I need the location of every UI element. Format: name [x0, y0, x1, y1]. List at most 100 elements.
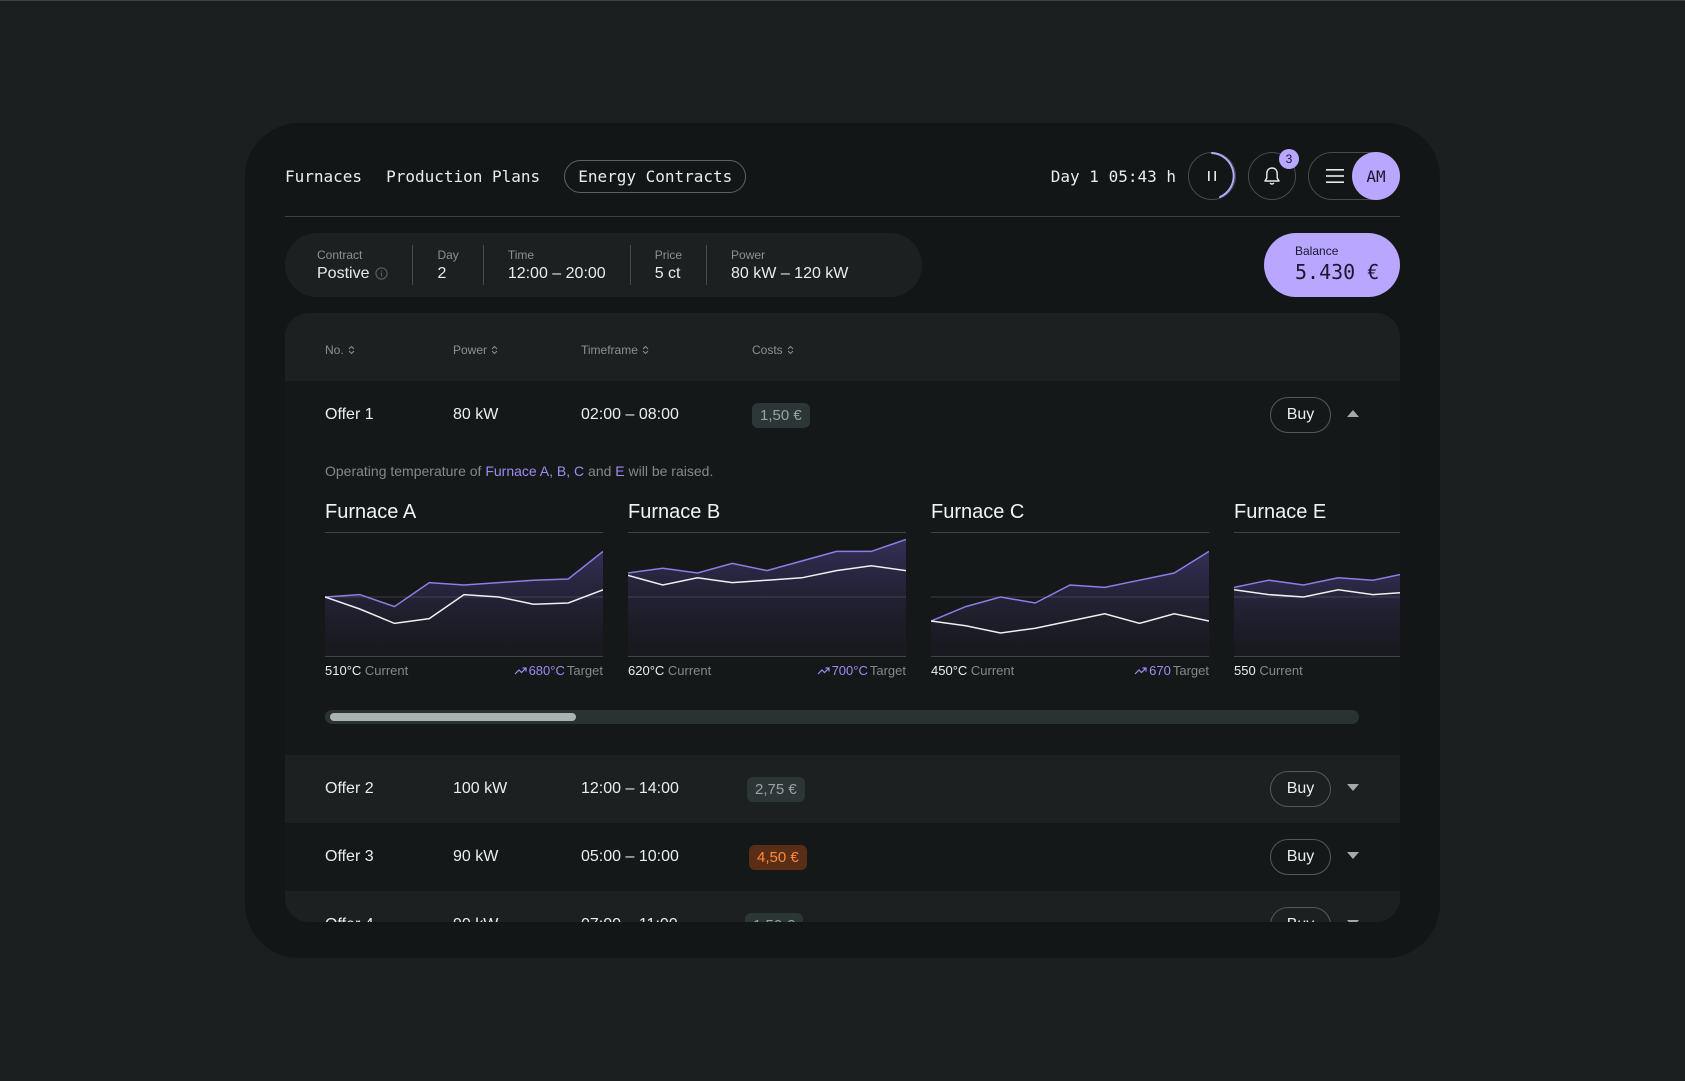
offer-timeframe: 02:00 – 08:00 — [581, 406, 679, 423]
target-line — [1234, 573, 1400, 589]
info-icon[interactable] — [375, 267, 389, 280]
current-temp: 510°C Current — [325, 663, 408, 678]
offer-name: Offer 3 — [325, 848, 374, 865]
header-label: Power — [453, 343, 488, 357]
current-value: 620°C — [628, 663, 665, 678]
target-temp: 700°C Target — [817, 663, 906, 678]
sort-header-power[interactable]: Power — [453, 343, 498, 357]
furnace-card: Furnace E 550 Current — [1234, 497, 1400, 697]
target-line — [325, 550, 603, 608]
collapse-chevron-icon[interactable] — [1347, 410, 1359, 417]
nav-controls: Day 1 05:43 h 3 — [1050, 149, 1400, 200]
power-value: 80 kW – 120 kW — [731, 264, 849, 282]
trend-up-icon — [1134, 667, 1147, 675]
table-row[interactable]: Offer 4 90 kW 07:00 – 11:00 1,50 € Buy — [285, 891, 1400, 922]
buy-button[interactable]: Buy — [1270, 771, 1331, 807]
target-value: 680°C — [528, 663, 565, 678]
time-value: 12:00 – 20:00 — [507, 264, 606, 282]
top-nav: Furnaces Production Plans Energy Contrac… — [285, 149, 1400, 200]
price-value: 5 ct — [654, 264, 681, 282]
offer-power: 90 kW — [453, 848, 499, 865]
carousel-scrollbar[interactable] — [325, 710, 1359, 724]
temperature-chart — [325, 550, 603, 657]
current-value: 510°C — [325, 663, 362, 678]
day-label: Day — [437, 247, 459, 262]
furnace-temps: 550 Current — [1234, 663, 1400, 678]
note-furnace-e-highlight: E — [615, 463, 625, 479]
user-menu[interactable]: AM — [1308, 152, 1400, 200]
app-frame: Furnaces Production Plans Energy Contrac… — [245, 123, 1440, 958]
expand-chevron-icon[interactable] — [1347, 920, 1359, 922]
header-label: Costs — [752, 343, 783, 357]
current-label: Current — [364, 663, 409, 678]
cost-badge: 1,50 € — [745, 912, 803, 922]
progress-ring-icon — [1211, 152, 1235, 198]
furnace-temps: 450°C Current 670 Target — [931, 663, 1209, 678]
nav-energy-contracts[interactable]: Energy Contracts — [564, 159, 747, 193]
current-line — [628, 565, 906, 586]
header-divider — [285, 216, 1400, 217]
target-line — [931, 550, 1209, 622]
expand-chevron-icon[interactable] — [1347, 784, 1359, 791]
avatar[interactable]: AM — [1352, 152, 1400, 200]
table-row[interactable]: Offer 3 90 kW 05:00 – 10:00 4,50 € Buy — [285, 823, 1400, 891]
price-label: Price — [654, 247, 683, 262]
buy-button[interactable]: Buy — [1270, 839, 1331, 875]
current-line — [1234, 589, 1400, 598]
scrollbar-thumb[interactable] — [330, 713, 576, 721]
menu-icon — [1326, 169, 1344, 183]
temperature-chart — [931, 550, 1209, 657]
temperature-chart — [628, 538, 906, 657]
furnace-card: Furnace B 620°C Current 700°C Target — [628, 497, 906, 697]
sort-icon — [787, 345, 794, 355]
target-area — [628, 539, 906, 657]
buy-button[interactable]: Buy — [1270, 397, 1331, 433]
expand-chevron-icon[interactable] — [1347, 852, 1359, 859]
current-temp: 450°C Current — [931, 663, 1014, 678]
offer-power: 80 kW — [453, 406, 499, 423]
header-label: No. — [325, 343, 344, 357]
trend-up-icon — [514, 667, 527, 675]
current-value: 550 — [1234, 663, 1256, 678]
pause-icon — [1208, 171, 1216, 181]
target-label: Target — [566, 663, 603, 678]
contract-label: Contract — [317, 247, 363, 262]
nav-furnaces[interactable]: Furnaces — [285, 166, 363, 186]
balance-value: 5.430 € — [1295, 260, 1380, 284]
time-label: Time — [507, 247, 535, 262]
offer-name: Offer 1 — [325, 406, 374, 423]
note-furnaces-highlight: Furnace A, B, C — [485, 463, 585, 479]
target-area — [931, 551, 1209, 657]
table-row[interactable]: Offer 1 80 kW 02:00 – 08:00 1,50 € Buy — [285, 381, 1400, 449]
furnace-title: Furnace B — [628, 497, 906, 533]
offer-cost-cell: 2,75 € — [747, 755, 805, 823]
sort-header-no[interactable]: No. — [325, 343, 355, 357]
nav-production-plans[interactable]: Production Plans — [386, 166, 541, 186]
furnace-card: Furnace C 450°C Current 670 Target — [931, 497, 1209, 697]
current-label: Current — [1259, 663, 1303, 678]
table-row[interactable]: Offer 2 100 kW 12:00 – 14:00 2,75 € Buy — [285, 755, 1400, 823]
note-suffix: will be raised. — [624, 463, 714, 479]
target-line — [628, 538, 906, 574]
contract-field: Contract Postive — [317, 245, 412, 285]
offer-cost-cell: 1,50 € — [752, 381, 810, 449]
buy-button[interactable]: Buy — [1270, 907, 1331, 922]
current-temp: 620°C Current — [628, 663, 711, 678]
furnace-carousel: Furnace A 510°C Current 680°C Target Fur… — [325, 497, 1400, 697]
sort-header-costs[interactable]: Costs — [752, 343, 794, 357]
current-label: Current — [970, 663, 1015, 678]
power-field: Power 80 kW – 120 kW — [706, 245, 872, 285]
pause-button[interactable] — [1188, 152, 1236, 200]
simulation-clock: Day 1 05:43 h — [1050, 166, 1176, 186]
sort-icon — [642, 345, 649, 355]
notifications-button[interactable]: 3 — [1248, 149, 1299, 200]
header-label: Timeframe — [581, 343, 638, 357]
sort-header-timeframe[interactable]: Timeframe — [581, 343, 649, 357]
offer-power: 90 kW — [453, 891, 498, 922]
offer-details: Operating temperature of Furnace A, B, C… — [285, 449, 1400, 755]
sort-icon — [348, 345, 355, 355]
day-value: 2 — [437, 264, 447, 282]
target-value: 670 — [1149, 663, 1171, 678]
contract-value: Postive — [317, 265, 389, 283]
target-area — [325, 551, 603, 657]
